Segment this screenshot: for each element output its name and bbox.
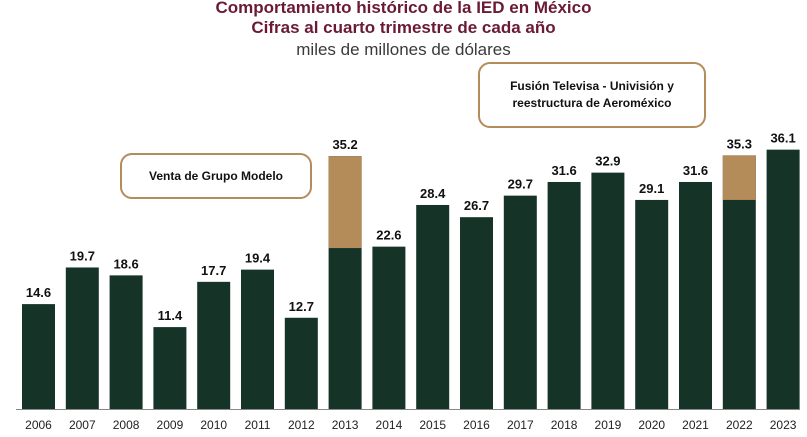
bar-2009 bbox=[153, 327, 187, 409]
bar-2018 bbox=[547, 181, 581, 409]
bar-2021 bbox=[679, 181, 712, 409]
data-label-2006: 14.6 bbox=[26, 285, 51, 300]
x-tick-label-2012: 2012 bbox=[288, 418, 315, 432]
data-label-2018: 31.6 bbox=[551, 163, 576, 178]
annotation-televisa-line-1: Fusión Televisa - Univisión y bbox=[510, 79, 674, 93]
data-label-2021: 31.6 bbox=[683, 163, 708, 178]
data-label-2023: 36.1 bbox=[770, 131, 795, 146]
bar-highlight-2022 bbox=[722, 155, 756, 200]
chart-unit: miles de millones de dólares bbox=[296, 40, 511, 59]
x-tick-label-2017: 2017 bbox=[507, 418, 534, 432]
data-label-2022: 35.3 bbox=[727, 136, 752, 151]
data-label-2008: 18.6 bbox=[113, 256, 138, 271]
data-label-2017: 29.7 bbox=[508, 177, 533, 192]
x-tick-label-2016: 2016 bbox=[463, 418, 490, 432]
x-tick-label-2006: 2006 bbox=[25, 418, 52, 432]
data-label-2020: 29.1 bbox=[639, 181, 664, 196]
x-tick-label-2019: 2019 bbox=[595, 418, 622, 432]
bar-2012 bbox=[284, 317, 318, 409]
chart-title: Comportamiento histórico de la IED en Mé… bbox=[215, 0, 592, 17]
chart-subtitle: Cifras al cuarto trimestre de cada año bbox=[251, 18, 556, 37]
annotation-grupo-modelo: Venta de Grupo Modelo bbox=[120, 153, 312, 199]
annotation-televisa-line-2: reestructura de Aeroméxico bbox=[512, 96, 672, 110]
bar-2008 bbox=[109, 275, 143, 409]
bar-2006 bbox=[22, 304, 55, 409]
x-tick-label-2008: 2008 bbox=[113, 418, 140, 432]
x-tick-label-2023: 2023 bbox=[770, 418, 797, 432]
data-label-2011: 19.4 bbox=[245, 251, 271, 266]
data-label-2019: 32.9 bbox=[595, 154, 620, 169]
x-tick-label-2021: 2021 bbox=[682, 418, 709, 432]
data-label-2014: 22.6 bbox=[376, 228, 401, 243]
data-label-2010: 17.7 bbox=[201, 263, 226, 278]
bar-2015 bbox=[416, 204, 450, 409]
bar-2023 bbox=[766, 149, 800, 409]
bar-2011 bbox=[241, 269, 274, 409]
x-tick-label-2018: 2018 bbox=[551, 418, 578, 432]
data-label-2016: 26.7 bbox=[464, 198, 489, 213]
data-label-2013: 35.2 bbox=[332, 137, 357, 152]
x-tick-label-2009: 2009 bbox=[157, 418, 184, 432]
x-tick-label-2014: 2014 bbox=[376, 418, 403, 432]
x-tick-label-2013: 2013 bbox=[332, 418, 359, 432]
bar-2019 bbox=[591, 172, 625, 409]
x-tick-label-2010: 2010 bbox=[200, 418, 227, 432]
bar-2017 bbox=[503, 195, 537, 409]
bar-2007 bbox=[65, 267, 99, 409]
bar-2016 bbox=[460, 217, 493, 409]
data-label-2015: 28.4 bbox=[420, 186, 446, 201]
x-tick-label-2022: 2022 bbox=[726, 418, 753, 432]
data-label-2012: 12.7 bbox=[289, 299, 314, 314]
data-label-2007: 19.7 bbox=[70, 248, 95, 263]
annotation-televisa-aeromexico: Fusión Televisa - Univisión y reestructu… bbox=[478, 62, 706, 128]
x-tick-label-2007: 2007 bbox=[69, 418, 96, 432]
x-tick-label-2015: 2015 bbox=[419, 418, 446, 432]
data-label-2009: 11.4 bbox=[158, 308, 183, 323]
bar-2010 bbox=[197, 281, 231, 409]
bar-2020 bbox=[635, 199, 669, 409]
bar-highlight-2013 bbox=[328, 156, 362, 249]
annotation-grupo-modelo-text: Venta de Grupo Modelo bbox=[148, 168, 283, 183]
bar-2014 bbox=[372, 246, 406, 409]
x-tick-label-2020: 2020 bbox=[638, 418, 665, 432]
x-tick-label-2011: 2011 bbox=[245, 418, 271, 432]
